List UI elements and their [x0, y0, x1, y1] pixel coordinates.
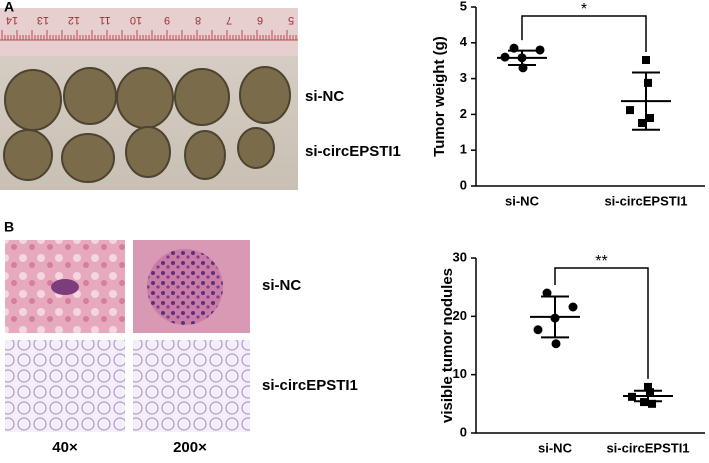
x-tick-label: si-circEPSTI1 [606, 440, 689, 455]
y-tick-label: 3 [460, 70, 467, 85]
histology-images [5, 240, 250, 432]
data-point [542, 288, 552, 298]
y-axis-label: visible tumor nodules [439, 268, 456, 423]
data-point [551, 339, 561, 349]
image-label: si-NC [262, 277, 301, 294]
y-tick-label: 4 [460, 34, 468, 49]
data-point [535, 45, 545, 55]
data-point [626, 106, 634, 115]
significance-label: ** [595, 253, 607, 270]
panel-label: A [4, 0, 14, 15]
data-point [642, 55, 650, 64]
ruler-label: 11 [99, 14, 110, 26]
data-point [644, 382, 652, 391]
ruler-label: 9 [164, 14, 170, 26]
data-point [644, 78, 652, 87]
y-tick-label: 30 [453, 249, 467, 264]
y-tick-label: 20 [453, 308, 467, 323]
y-tick-label: 10 [453, 366, 467, 381]
ruler-label: 5 [288, 14, 294, 26]
ruler-label: 7 [226, 14, 232, 26]
data-point [550, 313, 560, 323]
data-point [533, 325, 543, 335]
magnification-label: 40× [52, 439, 78, 456]
data-point [646, 388, 654, 397]
y-tick-label: 0 [460, 424, 467, 439]
significance-label: * [581, 1, 587, 18]
ruler-label: 14 [6, 14, 18, 26]
data-point [640, 398, 648, 407]
ruler-label: 12 [68, 14, 80, 26]
data-point [628, 392, 636, 401]
tumor-photo [0, 8, 298, 190]
data-point [568, 302, 578, 312]
image-label: si-NC [305, 88, 344, 105]
y-axis-label: Tumor weight (g) [431, 36, 448, 157]
y-tick-label: 1 [460, 142, 467, 157]
x-tick-label: si-circEPSTI1 [604, 193, 687, 208]
data-point [518, 63, 528, 73]
y-tick-label: 5 [460, 0, 467, 13]
data-point [509, 43, 519, 53]
data-point [638, 118, 646, 127]
data-point [500, 52, 510, 62]
ruler-label: 6 [257, 14, 263, 26]
y-tick-label: 0 [460, 177, 467, 192]
x-tick-label: si-NC [505, 193, 540, 208]
significance-bracket [554, 267, 649, 379]
data-point [648, 399, 656, 408]
y-tick-label: 2 [460, 106, 467, 121]
ruler-label: 13 [37, 14, 49, 26]
ruler-label: 10 [130, 14, 142, 26]
magnification-label: 200× [173, 439, 207, 456]
image-label: si-circEPSTI1 [262, 377, 358, 394]
data-point [517, 53, 527, 63]
x-tick-label: si-NC [538, 440, 573, 455]
panel-label: B [4, 219, 14, 235]
significance-bracket [521, 15, 647, 52]
image-label: si-circEPSTI1 [305, 143, 401, 160]
ruler-label: 8 [195, 14, 201, 26]
data-point [646, 113, 654, 122]
